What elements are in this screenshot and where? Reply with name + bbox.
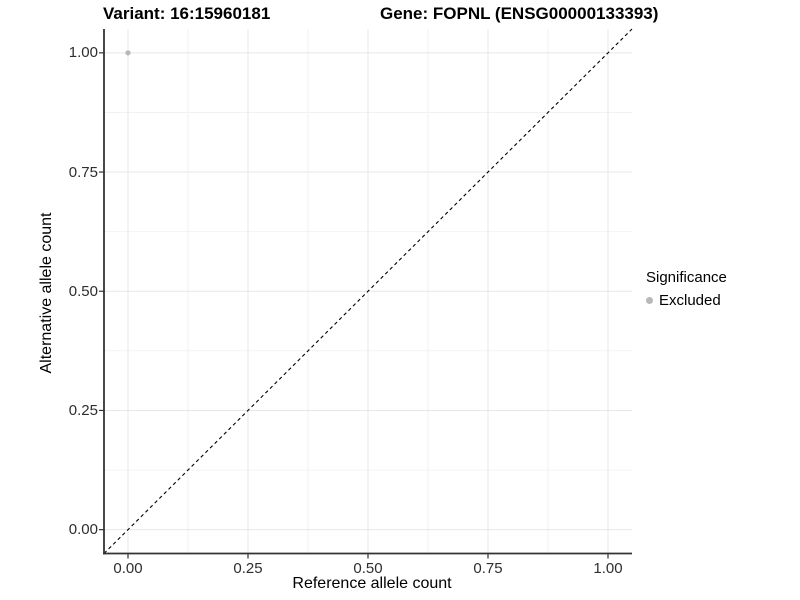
data-point [125, 50, 131, 56]
plot-title-variant: Variant: 16:15960181 [103, 4, 271, 23]
y-tick-label: 0.50 [68, 282, 98, 300]
x-axis-title: Reference allele count [292, 575, 452, 592]
legend-item-label: Excluded [659, 292, 721, 309]
x-tick-label: 0.00 [113, 559, 143, 577]
identity-reference-line [103, 28, 633, 554]
x-tick-label: 0.50 [353, 559, 383, 577]
x-tick-label: 0.25 [233, 559, 263, 577]
legend-item-excluded: Excluded [646, 292, 727, 309]
plot-title-gene: Gene: FOPNL (ENSG00000133393) [380, 4, 659, 23]
y-tick-label: 1.00 [68, 44, 98, 62]
y-tick-label: 0.75 [68, 163, 98, 181]
legend-point-icon [646, 297, 653, 304]
legend: Significance Excluded [646, 269, 727, 309]
y-tick-label: 0.00 [68, 521, 98, 539]
x-tick-label: 1.00 [593, 559, 623, 577]
x-tick-label: 0.75 [473, 559, 503, 577]
legend-title: Significance [646, 269, 727, 286]
y-tick-label: 0.25 [68, 401, 98, 419]
